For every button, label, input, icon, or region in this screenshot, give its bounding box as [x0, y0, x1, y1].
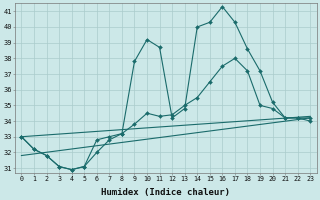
X-axis label: Humidex (Indice chaleur): Humidex (Indice chaleur) — [101, 188, 230, 197]
